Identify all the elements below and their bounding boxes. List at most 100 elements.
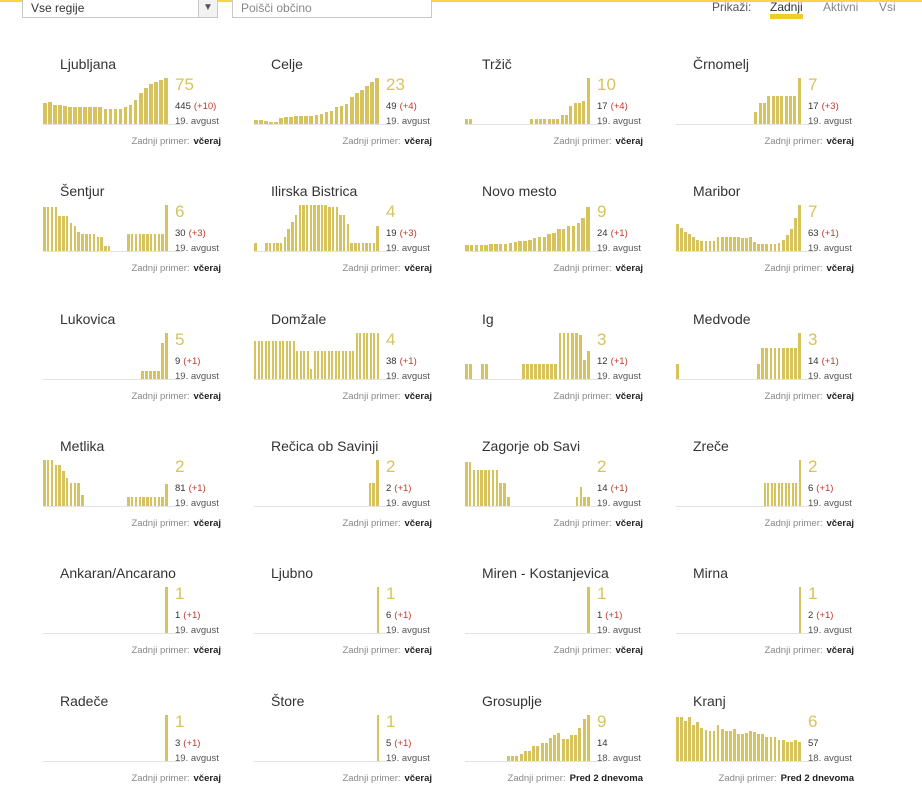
cases-bar-chart (465, 333, 605, 380)
chart-bar (784, 483, 787, 506)
municipality-card[interactable]: Radeče 1 3 (+1) 19. avgust Zadnji primer: včer… (43, 693, 243, 803)
municipality-card[interactable]: Domžale 4 38 (+1) 19. avgust Zadnji primer: vč… (254, 311, 454, 421)
cases-bar-chart (676, 205, 816, 252)
chart-bar (767, 483, 770, 506)
region-select[interactable]: Vse regije ▼ (22, 0, 218, 18)
chart-bar (319, 114, 324, 124)
chart-bar (165, 205, 168, 251)
last-case: Zadnji primer: včeraj (553, 645, 643, 656)
chart-bar (376, 587, 379, 633)
chart-bar (141, 371, 145, 379)
last-case: Zadnji primer: včeraj (764, 263, 854, 274)
chart-bar (73, 226, 77, 251)
municipality-card[interactable]: Miren - Kostanjevica 1 1 (+1) 19. avgust Zadn… (465, 565, 665, 675)
chart-bar (700, 728, 704, 761)
last-case-label: Zadnji primer: (553, 263, 612, 274)
chart-bar (708, 241, 712, 251)
cases-bar-chart (254, 333, 394, 380)
municipality-card[interactable]: Celje 23 49 (+4) 19. avgust Zadnji primer: vče… (254, 56, 454, 166)
last-case: Zadnji primer: včeraj (131, 773, 221, 784)
municipality-card[interactable]: Rečica ob Savinji 2 2 (+1) 19. avgust Zadnji … (254, 438, 454, 548)
chart-bar (365, 243, 368, 251)
chart-bar (299, 116, 304, 124)
municipality-card[interactable]: Lukovica 5 9 (+1) 19. avgust Zadnji primer: vč… (43, 311, 243, 421)
tab-active[interactable]: Aktivni (823, 0, 859, 14)
total-cases: 38 (+1) (386, 356, 417, 367)
last-case-value: včeraj (193, 391, 221, 402)
chart-bar (676, 364, 679, 379)
last-case: Zadnji primer: včeraj (553, 136, 643, 147)
tab-all[interactable]: Vsi (879, 0, 896, 14)
municipality-card[interactable]: Kranj 6 57 18. avgust Zadnji primer: Pred 2 d… (676, 693, 876, 803)
chart-bar (465, 245, 469, 251)
last-case-label: Zadnji primer: (553, 645, 612, 656)
chart-bar (552, 233, 556, 251)
top-accent-line (0, 0, 922, 2)
municipality-card[interactable]: Ljubljana 75 445 (+10) 19. avgust Zadnji prim… (43, 56, 243, 166)
chart-bar (77, 483, 80, 506)
chart-bar (784, 96, 788, 124)
chart-bar (692, 725, 696, 761)
municipality-card[interactable]: Maribor 7 63 (+1) 19. avgust Zadnji primer: vč… (676, 183, 876, 293)
chart-bar (761, 734, 765, 761)
municipality-card[interactable]: Ljubno 1 6 (+1) 19. avgust Zadnji primer: včer… (254, 565, 454, 675)
municipality-card[interactable]: Zreče 2 6 (+1) 19. avgust Zadnji primer: včera… (676, 438, 876, 548)
total-cases-value: 57 (808, 738, 819, 749)
municipality-card[interactable]: Tržič 10 17 (+4) 19. avgust Zadnji primer: vče… (465, 56, 665, 166)
last-case-label: Zadnji primer: (718, 773, 777, 784)
chart-bar (254, 243, 257, 251)
total-cases-value: 19 (386, 228, 397, 239)
municipality-card[interactable]: Zagorje ob Savi 2 14 (+1) 19. avgust Zadnji p… (465, 438, 665, 548)
municipality-card[interactable]: Novo mesto 9 24 (+1) 19. avgust Zadnji primer… (465, 183, 665, 293)
municipality-card[interactable]: Grosuplje 9 14 18. avgust Zadnji primer: Pred… (465, 693, 665, 803)
chart-bar (789, 348, 793, 379)
last-case-value: včeraj (826, 136, 854, 147)
chart-bar (586, 78, 590, 124)
last-case-value: včeraj (404, 773, 432, 784)
chart-bar (118, 109, 123, 124)
chart-bar (278, 341, 281, 379)
last-case-value: včeraj (404, 263, 432, 274)
municipality-name: Celje (271, 56, 303, 72)
municipality-card[interactable]: Ig 3 12 (+1) 19. avgust Zadnji primer: včeraj (465, 311, 665, 421)
cases-bar-chart (676, 587, 816, 634)
total-cases: 24 (+1) (597, 228, 628, 239)
municipality-card[interactable]: Štore 1 5 (+1) 19. avgust Zadnji primer: včera… (254, 693, 454, 803)
total-cases: 19 (+3) (386, 228, 417, 239)
last-date: 18. avgust (808, 753, 852, 764)
chart-bar (289, 341, 292, 379)
chart-bar (587, 587, 590, 633)
chart-bar (581, 218, 585, 251)
chart-bar (700, 241, 704, 251)
cases-delta: (+1) (821, 228, 839, 239)
chart-bar (570, 333, 574, 379)
chart-bar (769, 244, 773, 251)
tab-last[interactable]: Zadnji (770, 0, 803, 19)
last-case: Zadnji primer: včeraj (764, 645, 854, 656)
municipality-card[interactable]: Medvode 3 14 (+1) 19. avgust Zadnji primer: vč… (676, 311, 876, 421)
chart-bar (781, 348, 785, 379)
municipality-search-input[interactable] (232, 0, 432, 18)
municipality-card[interactable]: Ankaran/Ancarano 1 1 (+1) 19. avgust Zadnji p… (43, 565, 243, 675)
last-case-value: včeraj (404, 391, 432, 402)
chevron-down-icon[interactable]: ▼ (198, 0, 217, 17)
municipality-card[interactable]: Metlika 2 81 (+1) 19. avgust Zadnji primer: vč… (43, 438, 243, 548)
chart-bar (745, 733, 748, 761)
municipality-name: Ljubljana (60, 56, 117, 72)
chart-bar (469, 119, 473, 124)
chart-bar (298, 205, 301, 251)
cases-delta: (+1) (816, 610, 834, 621)
chart-bar (153, 371, 156, 379)
last-case-label: Zadnji primer: (342, 773, 401, 784)
cases-bar-chart (676, 715, 816, 762)
municipality-card[interactable]: Ilirska Bistrica 4 19 (+3) 19. avgust Zadnji … (254, 183, 454, 293)
recent-cases-count: 3 (808, 330, 818, 349)
chart-bar (574, 333, 578, 379)
chart-bar (757, 364, 761, 379)
municipality-card[interactable]: Mirna 1 2 (+1) 19. avgust Zadnji primer: včera… (676, 565, 876, 675)
chart-bar (536, 746, 540, 761)
municipality-card[interactable]: Šentjur 6 30 (+3) 19. avgust Zadnji primer: vč… (43, 183, 243, 293)
chart-bar (158, 80, 163, 124)
municipality-card[interactable]: Črnomelj 7 17 (+3) 19. avgust Zadnji primer: v… (676, 56, 876, 166)
chart-bar (532, 746, 536, 761)
